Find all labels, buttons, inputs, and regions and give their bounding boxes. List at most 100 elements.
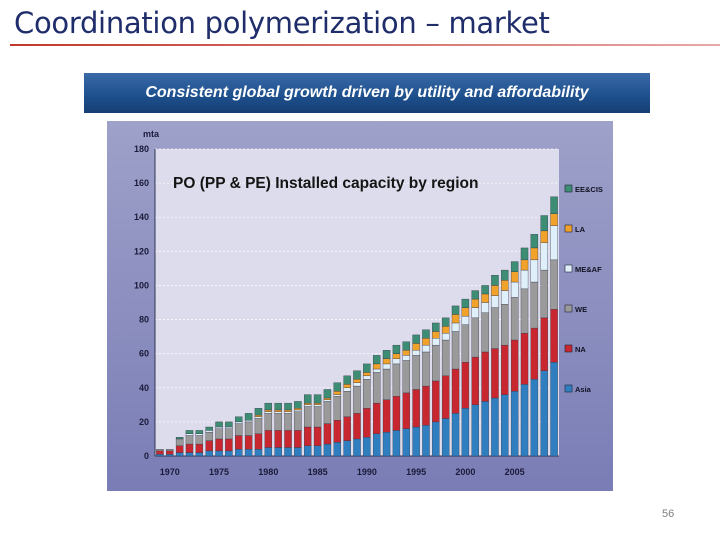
bar-segment-asia (235, 449, 243, 457)
bar-segment-na (343, 416, 351, 441)
bar-segment-na (353, 413, 361, 440)
legend-swatch (564, 304, 573, 313)
bar-segment-we (274, 413, 282, 431)
bar-segment-eecis (372, 355, 381, 365)
bar-segment-meaf (304, 404, 312, 407)
bar-segment-na (402, 392, 410, 429)
bar-segment-na (313, 426, 322, 446)
bar-segment-we (294, 411, 302, 431)
x-tick-label: 1985 (308, 467, 328, 477)
bar-segment-we (254, 418, 263, 435)
bar-segment-we (235, 423, 243, 436)
bar-segment-la (313, 402, 322, 406)
x-tick-label: 1970 (160, 467, 180, 477)
legend-swatch (564, 344, 573, 353)
bar-segment-meaf (244, 420, 253, 423)
bar-segment-asia (323, 443, 332, 457)
bar-segment-meaf (412, 350, 420, 356)
bar-segment-asia (166, 454, 174, 457)
bar-segment-asia (510, 391, 519, 457)
bar-segment-meaf (284, 411, 292, 414)
bar-segment-asia (491, 397, 499, 457)
bar-segment-we (343, 391, 351, 417)
bar-segment-we (422, 351, 430, 387)
bar-segment-asia (205, 450, 213, 457)
bar-segment-na (441, 375, 450, 419)
bar-segment-asia (451, 413, 460, 457)
bar-segment-asia (372, 433, 381, 457)
bar-segment-la (304, 402, 312, 406)
bar-segment-meaf (392, 358, 401, 365)
bar-segment-eecis (274, 402, 282, 411)
bar-segment-na (520, 333, 529, 385)
bar-segment-eecis (422, 329, 430, 339)
bar-segment-we (215, 428, 223, 440)
x-tick-label: 1995 (406, 467, 426, 477)
bar-segment-meaf (382, 363, 391, 370)
bar-segment-na (175, 445, 184, 453)
chart-panel: 0 20 40 60 80 100 120 140 160 180 mta PO (PP & PE) … (107, 121, 613, 491)
bar-segment-meaf (195, 433, 204, 436)
legend-label: EE&CIS (575, 185, 603, 194)
bar-segment-asia (441, 418, 450, 457)
bar-segment-eecis (461, 298, 470, 308)
bar-segment-we (471, 317, 479, 358)
legend-swatch (564, 224, 573, 233)
page-number: 56 (662, 508, 675, 520)
bar-segment-la (412, 343, 420, 351)
bar-segment-meaf (432, 338, 440, 346)
bar-segment-we (244, 421, 253, 436)
bar-segment-meaf (363, 375, 371, 380)
bar-segment-meaf (461, 315, 470, 325)
y-tick-label: 40 (139, 383, 149, 393)
bar-segment-meaf (264, 411, 273, 414)
bar-segment-asia (343, 440, 351, 457)
legend-label: ME&AF (575, 265, 602, 274)
bar-segment-we (510, 297, 519, 341)
bar-segment-meaf (501, 290, 509, 305)
bar-segment-meaf (274, 411, 282, 414)
bar-segment-meaf (333, 394, 342, 397)
bar-segment-asia (471, 404, 479, 457)
bar-segment-na (550, 309, 558, 363)
bar-segment-la (323, 397, 332, 400)
bar-segment-meaf (313, 404, 322, 407)
bar-segment-asia (156, 454, 164, 457)
bar-segment-we (432, 344, 440, 382)
bar-segment-meaf (491, 295, 499, 308)
x-tick-label: 2000 (455, 467, 475, 477)
bar-segment-we (540, 269, 548, 319)
capacity-chart: 0 20 40 60 80 100 120 140 160 180 mta PO (PP & PE) … (134, 129, 603, 477)
bar-segment-asia (225, 450, 233, 457)
bar-segment-la (550, 213, 558, 226)
x-tick-label: 1975 (209, 467, 229, 477)
bar-segment-we (313, 406, 322, 428)
bar-segment-asia (304, 445, 312, 457)
bar-segment-asia (422, 425, 430, 457)
bar-segment-asia (412, 426, 420, 457)
bar-segment-na (461, 362, 470, 409)
bar-segment-eecis (304, 394, 312, 404)
bar-segment-la (451, 314, 460, 324)
bar-segment-eecis (520, 247, 529, 261)
bar-segment-asia (530, 379, 539, 457)
bar-segment-we (392, 363, 401, 397)
bar-segment-we (333, 396, 342, 421)
bar-segment-eecis (471, 290, 479, 300)
bar-segment-na (372, 402, 381, 435)
bar-segment-we (353, 385, 361, 414)
legend-swatch (564, 384, 573, 393)
bar-segment-meaf (235, 421, 243, 424)
bar-segment-na (510, 339, 519, 392)
y-axis-label: mta (143, 129, 160, 139)
bar-segment-na (185, 443, 194, 453)
bar-segment-we (530, 281, 539, 329)
y-tick-label: 140 (134, 212, 149, 222)
bar-segment-meaf (520, 269, 529, 290)
bar-segment-la (333, 391, 342, 395)
bar-segment-eecis (215, 421, 223, 428)
bar-segment-we (520, 288, 529, 334)
bar-segment-na (215, 438, 223, 452)
bar-segment-na (244, 435, 253, 450)
bar-segment-eecis (313, 394, 322, 404)
